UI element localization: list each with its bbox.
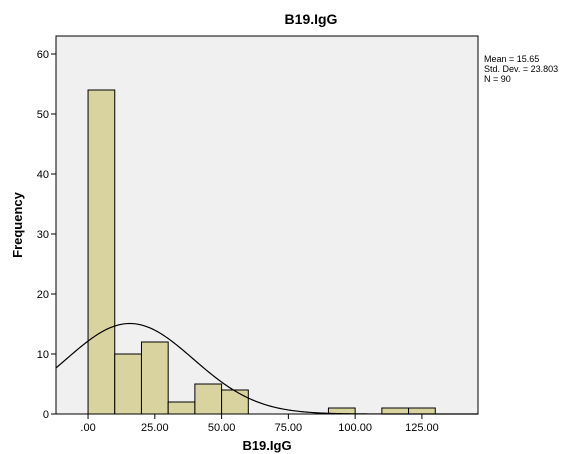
- x-axis-label: B19.IgG: [242, 438, 291, 453]
- y-tick-label: 30: [37, 229, 49, 241]
- y-tick-label: 50: [37, 109, 49, 121]
- histogram-bar: [221, 389, 249, 415]
- x-tick-label: 75.00: [275, 422, 303, 434]
- chart-title: B19.IgG: [285, 11, 338, 27]
- histogram-bar: [167, 401, 196, 415]
- y-tick-label: 0: [43, 409, 49, 421]
- normal-curve: [55, 322, 478, 415]
- x-tick-label: 50.00: [208, 422, 236, 434]
- y-tick-label: 40: [37, 169, 49, 181]
- y-tick-label: 60: [37, 49, 49, 61]
- x-tick-label: 100.00: [338, 422, 372, 434]
- stats-std-dev: Std. Dev. = 23.803: [484, 64, 558, 74]
- x-tick-label: 125.00: [405, 422, 439, 434]
- histogram-bar: [87, 89, 116, 415]
- histogram-bar: [140, 341, 169, 415]
- plot-area: [55, 35, 479, 415]
- histogram-bar: [381, 407, 410, 415]
- histogram-bar: [408, 407, 436, 415]
- stats-mean: Mean = 15.65: [484, 54, 539, 64]
- x-tick-label: 25.00: [141, 422, 169, 434]
- y-tick-label: 10: [37, 349, 49, 361]
- bars-group: [87, 89, 436, 415]
- y-axis-ticks: 0 10 20 30 40 50 60: [37, 49, 56, 421]
- y-tick-label: 20: [37, 289, 49, 301]
- stats-box: Mean = 15.65 Std. Dev. = 23.803 N = 90: [484, 54, 558, 84]
- histogram-bar: [194, 383, 223, 415]
- x-tick-label: .00: [80, 422, 95, 434]
- histogram-bar: [114, 353, 142, 415]
- stats-n: N = 90: [484, 74, 511, 84]
- x-axis-ticks: .00 25.00 50.00 75.00 100.00 125.00: [80, 414, 439, 434]
- y-axis-label: Frequency: [10, 191, 25, 258]
